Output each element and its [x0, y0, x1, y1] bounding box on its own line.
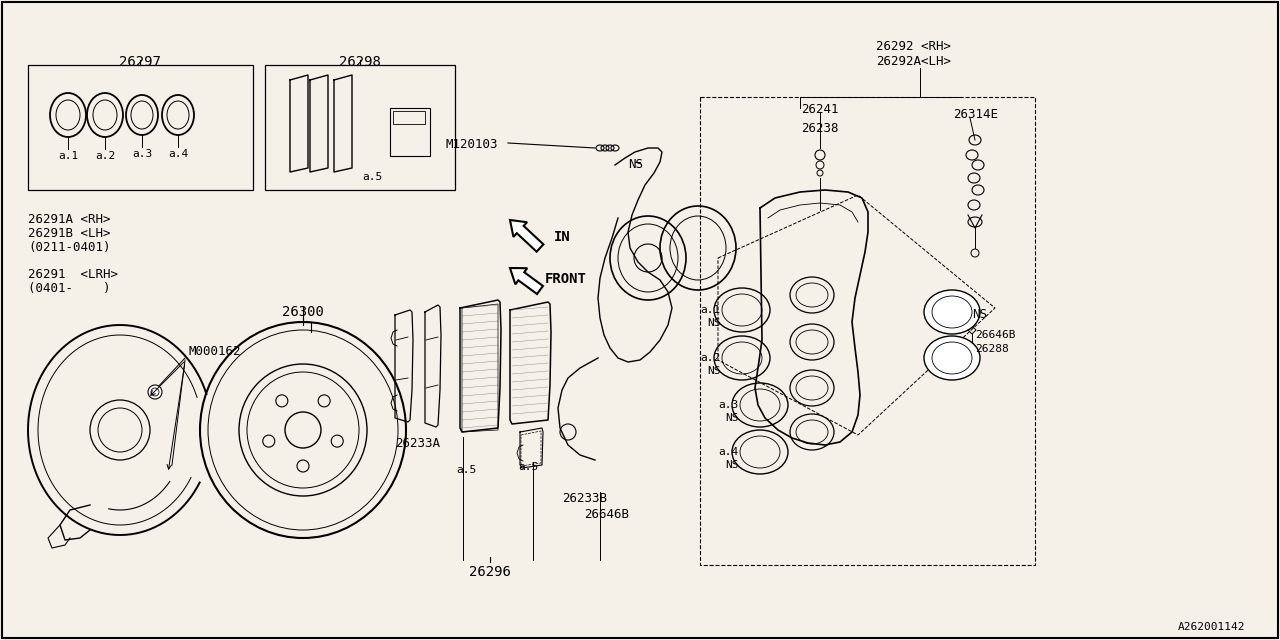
- Text: 26288: 26288: [975, 344, 1009, 354]
- Text: 26646B: 26646B: [584, 508, 628, 521]
- Text: A262001142: A262001142: [1178, 622, 1245, 632]
- Text: 26238: 26238: [801, 122, 838, 135]
- Text: a.4: a.4: [168, 149, 188, 159]
- Text: NS: NS: [724, 460, 739, 470]
- Text: NS: NS: [972, 308, 987, 321]
- Bar: [265, 65, 454, 190]
- Text: a.5: a.5: [362, 172, 383, 182]
- Text: NS: NS: [628, 158, 643, 171]
- Text: 26314E: 26314E: [954, 108, 998, 121]
- Polygon shape: [509, 220, 544, 252]
- Text: 26298: 26298: [339, 55, 381, 69]
- Text: NS: NS: [707, 318, 721, 328]
- Text: 26300: 26300: [282, 305, 324, 319]
- Text: 26291  <LRH>: 26291 <LRH>: [28, 268, 118, 281]
- Text: NS: NS: [707, 366, 721, 376]
- Text: a.5: a.5: [518, 462, 539, 472]
- Text: a.3: a.3: [718, 400, 739, 410]
- Text: (0211-0401): (0211-0401): [28, 241, 110, 254]
- Ellipse shape: [924, 336, 980, 380]
- Text: FRONT: FRONT: [545, 272, 586, 286]
- Text: 26291B <LH>: 26291B <LH>: [28, 227, 110, 240]
- Text: 26297: 26297: [119, 55, 161, 69]
- Ellipse shape: [148, 385, 163, 399]
- Text: a.4: a.4: [718, 447, 739, 457]
- Text: a.5: a.5: [456, 465, 476, 475]
- Bar: [28, 65, 253, 190]
- Text: NS: NS: [724, 413, 739, 423]
- Ellipse shape: [924, 290, 980, 334]
- Text: 26233B: 26233B: [562, 492, 607, 505]
- Bar: [390, 108, 430, 156]
- Text: 26241: 26241: [801, 103, 838, 116]
- Polygon shape: [509, 268, 543, 294]
- Text: 26292 <RH>: 26292 <RH>: [876, 40, 951, 53]
- Text: 26296: 26296: [468, 565, 511, 579]
- Text: 26646B: 26646B: [975, 330, 1015, 340]
- Bar: [700, 97, 1036, 565]
- Text: IN: IN: [554, 230, 571, 244]
- Text: M120103: M120103: [445, 138, 498, 151]
- Text: 26291A <RH>: 26291A <RH>: [28, 213, 110, 226]
- Text: (0401-    ): (0401- ): [28, 282, 110, 295]
- Text: 26292A<LH>: 26292A<LH>: [876, 55, 951, 68]
- Text: a.2: a.2: [700, 353, 721, 363]
- Text: 26233A: 26233A: [396, 437, 440, 450]
- Text: M000162: M000162: [188, 345, 241, 358]
- Text: a.2: a.2: [95, 151, 115, 161]
- Text: a.3: a.3: [132, 149, 152, 159]
- Text: a.1: a.1: [58, 151, 78, 161]
- Bar: [393, 111, 425, 124]
- Text: a.1: a.1: [700, 305, 721, 315]
